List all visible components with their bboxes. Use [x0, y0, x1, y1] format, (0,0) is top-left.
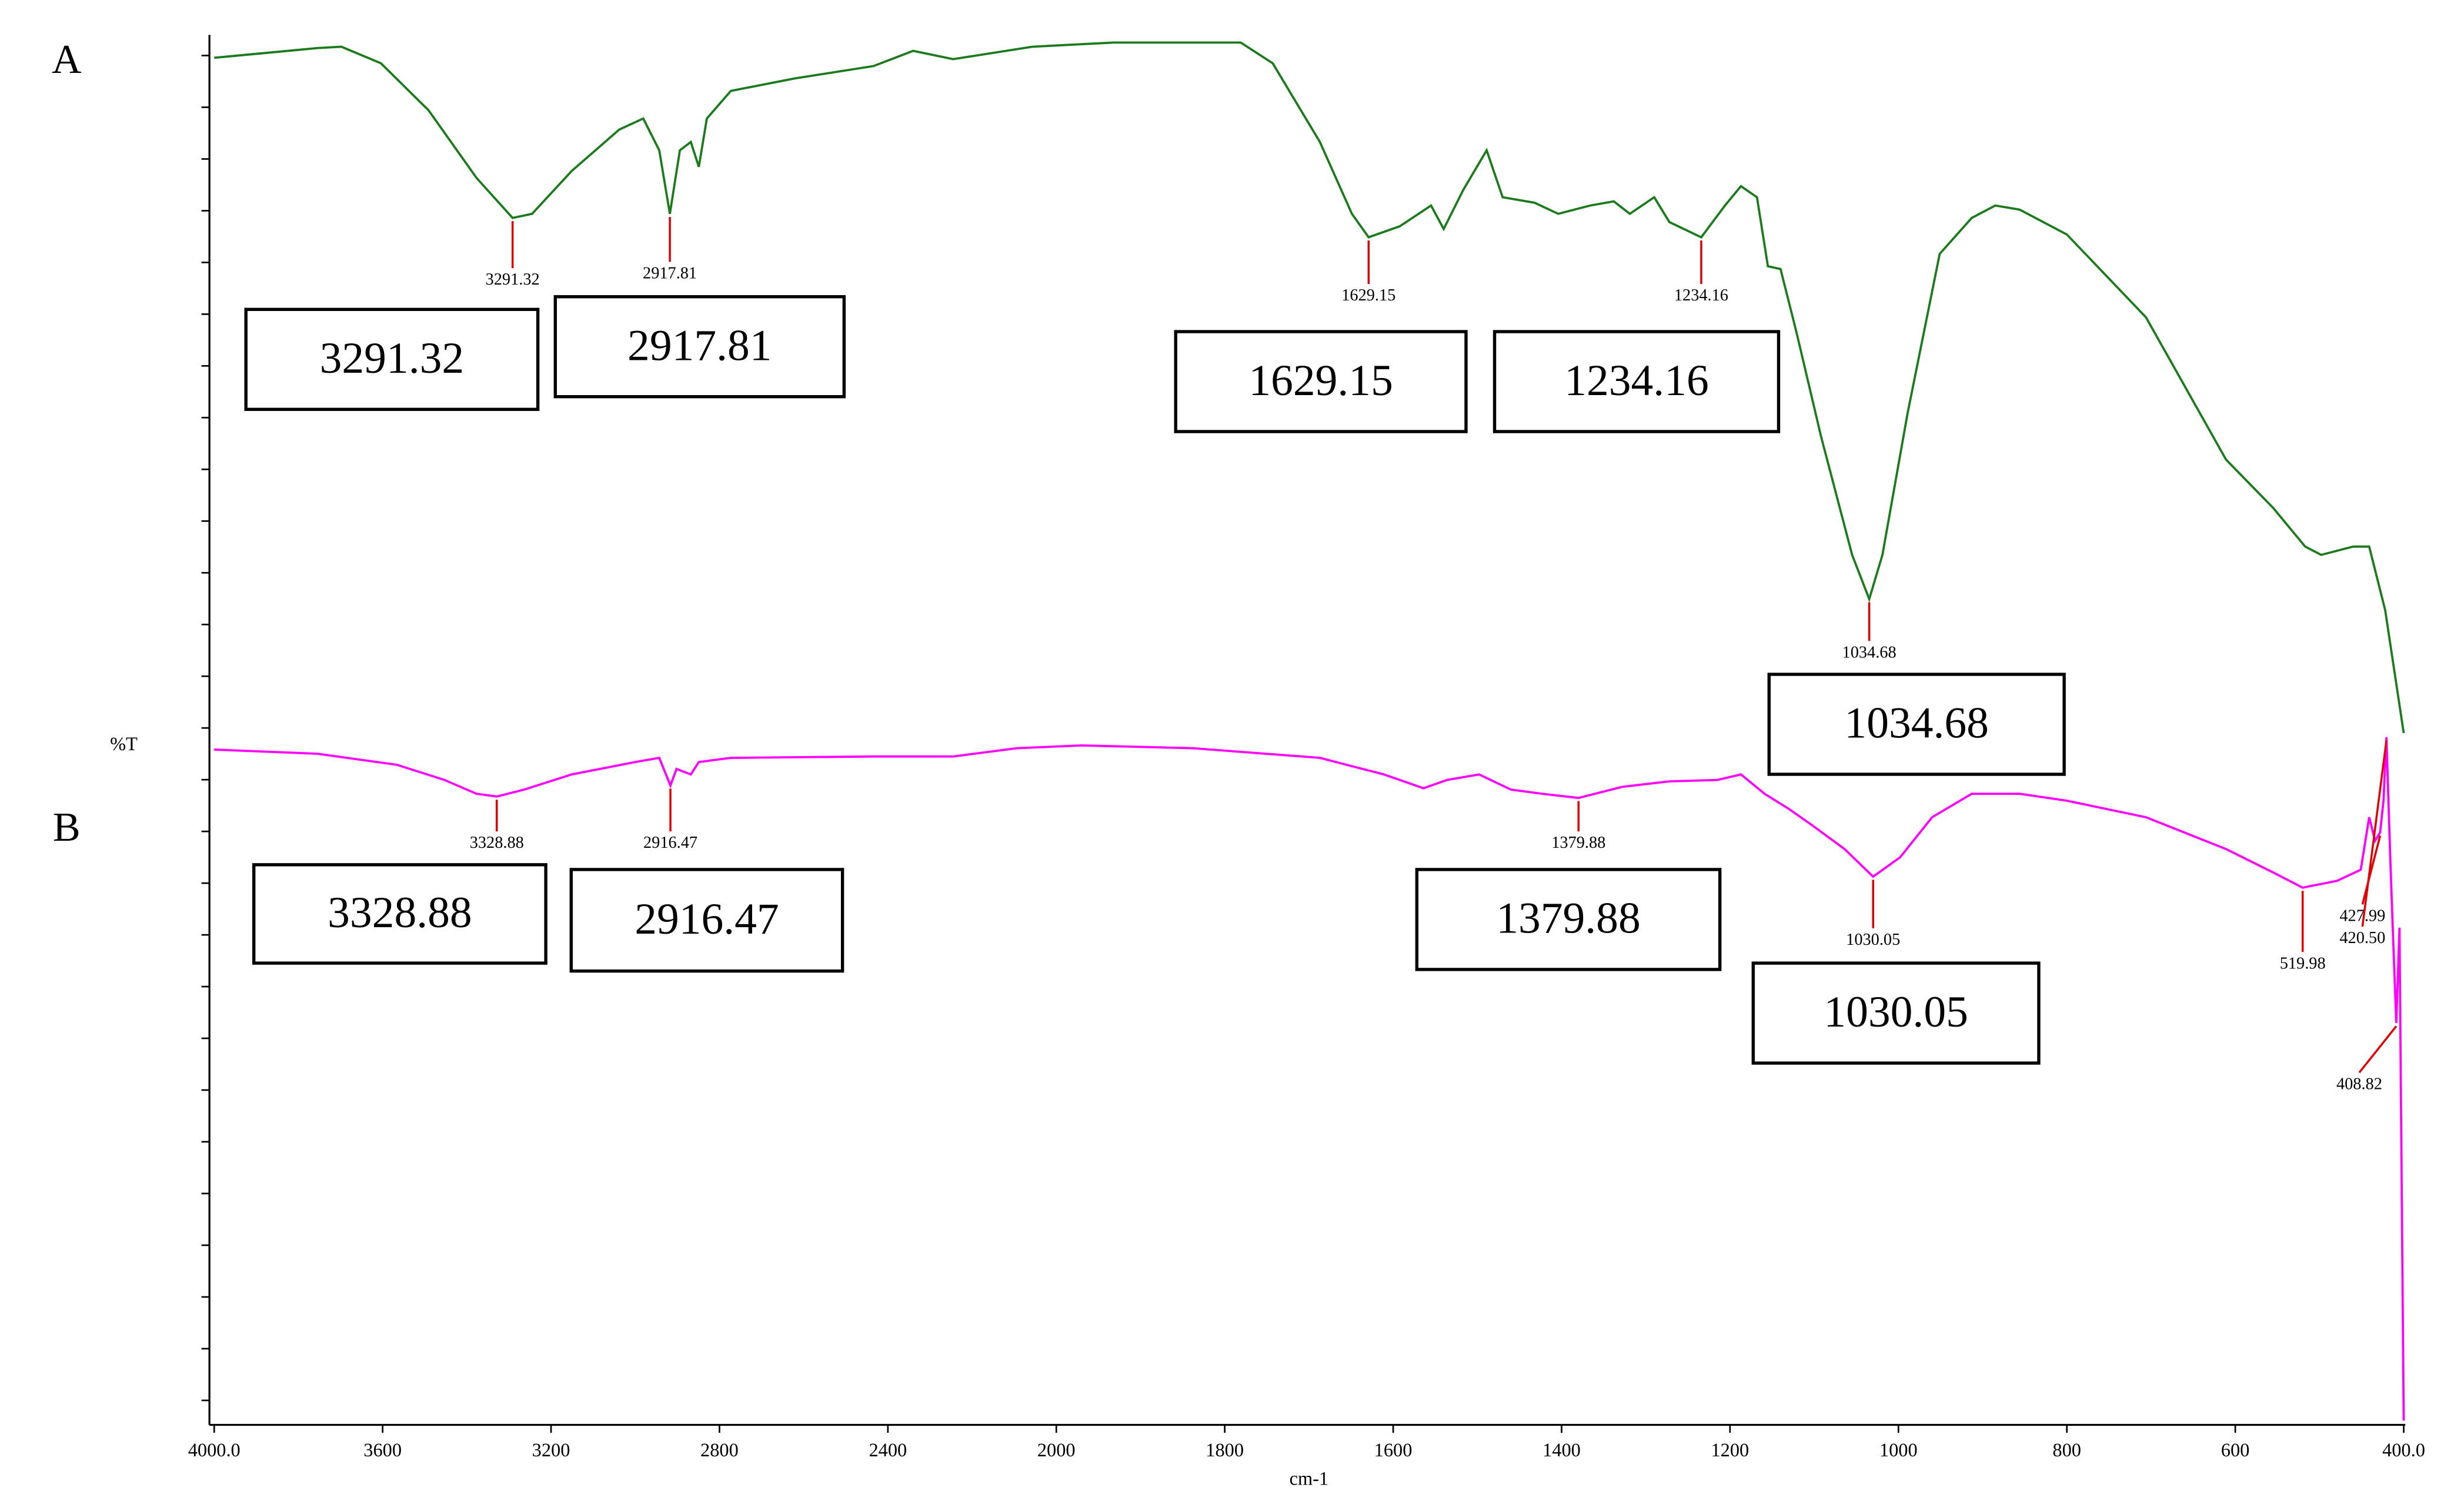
- peak-box: [252, 863, 547, 965]
- spectrum-line: [214, 737, 2405, 1421]
- x-tick-label: 3600: [363, 1440, 402, 1461]
- peak-box-label: 1379.88: [1496, 894, 1640, 943]
- peak-box-label: 2917.81: [627, 321, 772, 370]
- peak-label: 1030.05: [1846, 931, 1900, 949]
- x-tick-label: 800: [2052, 1440, 2081, 1461]
- peak-box: [1493, 330, 1781, 433]
- peak-label: 3291.32: [486, 270, 540, 289]
- peak-marker: [2358, 1025, 2398, 1074]
- peak-box: [569, 868, 844, 973]
- peak-label: 519.98: [2280, 954, 2326, 972]
- peak-marker: [2361, 740, 2388, 927]
- peak-label: 1379.88: [1551, 834, 1605, 852]
- peak-box: [1767, 673, 2066, 776]
- peak-label: 2917.81: [643, 264, 697, 282]
- peak-box-label: 1234.16: [1564, 356, 1708, 405]
- x-tick-label: 4000.0: [188, 1440, 241, 1461]
- peak-label: 2916.47: [643, 834, 697, 852]
- x-tick-label: 1600: [1374, 1440, 1413, 1461]
- x-tick-label: 1800: [1206, 1440, 1244, 1461]
- x-axis-label: cm-1: [1290, 1468, 1329, 1489]
- y-axis-label: %T: [110, 734, 138, 755]
- peak-label: 1034.68: [1842, 643, 1897, 661]
- x-tick-label: 2000: [1037, 1440, 1076, 1461]
- x-tick-label: 600: [2221, 1440, 2250, 1461]
- peak-box: [244, 307, 540, 411]
- peak-label: 408.82: [2336, 1075, 2382, 1093]
- x-tick-label: 2400: [869, 1440, 907, 1461]
- peak-label: 3328.88: [470, 834, 524, 852]
- x-tick-label: 1000: [1879, 1440, 1918, 1461]
- series-name: A: [52, 36, 82, 82]
- series-name: B: [53, 804, 81, 850]
- peak-label: 1629.15: [1341, 286, 1395, 305]
- spectrum-line: [214, 41, 2405, 734]
- peak-box-label: 1030.05: [1824, 988, 1968, 1037]
- peak-box: [1415, 868, 1722, 971]
- peak-label: 420.50: [2339, 929, 2385, 947]
- peak-box-label: 2916.47: [635, 895, 779, 944]
- peak-box: [1751, 961, 2041, 1065]
- peak-box-label: 3291.32: [320, 334, 464, 383]
- peak-marker: [2361, 835, 2382, 905]
- peak-label: 1234.16: [1674, 286, 1728, 305]
- x-tick-label: 3200: [532, 1440, 570, 1461]
- x-tick-label: 400.0: [2382, 1440, 2425, 1461]
- x-tick-label: 1400: [1542, 1440, 1581, 1461]
- peak-box-label: 3328.88: [328, 888, 472, 937]
- peak-box-label: 1034.68: [1844, 699, 1988, 748]
- x-tick-label: 2800: [700, 1440, 739, 1461]
- x-tick-label: 1200: [1711, 1440, 1749, 1461]
- peak-box: [553, 295, 846, 399]
- peak-box: [1174, 330, 1468, 433]
- peak-box-label: 1629.15: [1248, 356, 1393, 405]
